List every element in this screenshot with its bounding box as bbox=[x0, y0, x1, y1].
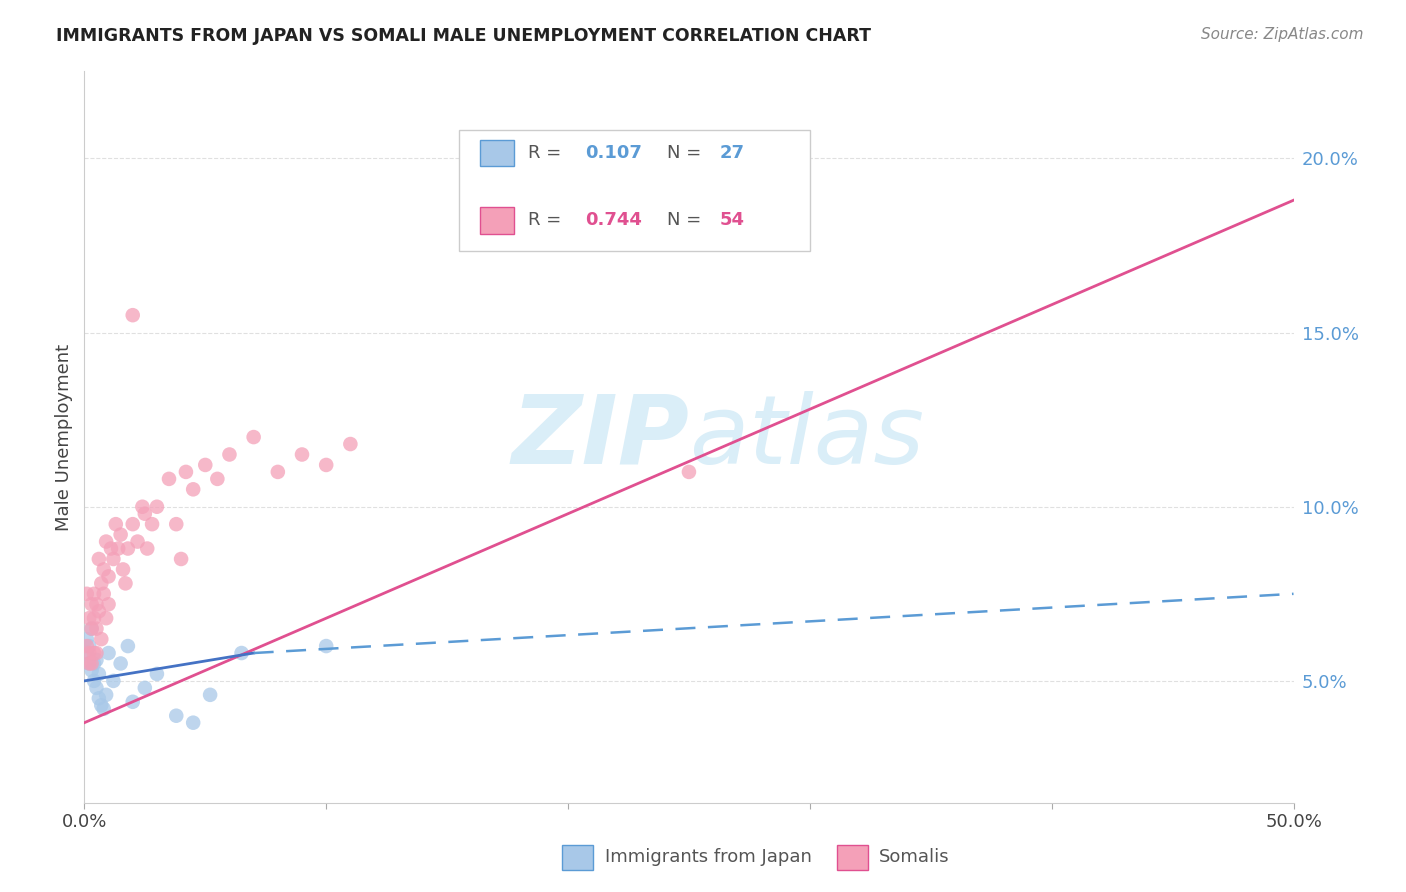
Point bbox=[77, 611, 100, 625]
Point bbox=[86, 622, 108, 636]
Point bbox=[131, 500, 153, 514]
Point bbox=[90, 632, 112, 646]
Point bbox=[112, 562, 135, 576]
Point bbox=[107, 541, 129, 556]
Point bbox=[87, 667, 110, 681]
Text: 27: 27 bbox=[720, 145, 744, 162]
Point bbox=[77, 646, 100, 660]
Point bbox=[77, 657, 100, 671]
Point bbox=[181, 483, 204, 497]
Point bbox=[86, 653, 108, 667]
Text: atlas: atlas bbox=[689, 391, 924, 483]
Point bbox=[94, 611, 117, 625]
Point bbox=[121, 695, 143, 709]
Point bbox=[80, 664, 103, 678]
Point bbox=[127, 534, 149, 549]
Point bbox=[218, 448, 240, 462]
Point bbox=[83, 673, 105, 688]
Point bbox=[80, 657, 103, 671]
Point bbox=[76, 646, 98, 660]
Point bbox=[77, 639, 100, 653]
Point bbox=[87, 691, 110, 706]
Text: Immigrants from Japan: Immigrants from Japan bbox=[605, 848, 811, 866]
Point bbox=[117, 639, 139, 653]
Point bbox=[121, 308, 143, 322]
Bar bbox=[479, 207, 513, 234]
Point bbox=[678, 465, 700, 479]
Point bbox=[87, 552, 110, 566]
Point bbox=[80, 622, 103, 636]
Point bbox=[194, 458, 217, 472]
Point bbox=[170, 552, 193, 566]
Point bbox=[97, 597, 120, 611]
Text: Source: ZipAtlas.com: Source: ZipAtlas.com bbox=[1201, 27, 1364, 42]
Point bbox=[121, 517, 143, 532]
Text: 0.744: 0.744 bbox=[585, 211, 641, 229]
Point bbox=[165, 517, 187, 532]
Point bbox=[94, 688, 117, 702]
Text: IMMIGRANTS FROM JAPAN VS SOMALI MALE UNEMPLOYMENT CORRELATION CHART: IMMIGRANTS FROM JAPAN VS SOMALI MALE UNE… bbox=[56, 27, 872, 45]
Text: Somalis: Somalis bbox=[879, 848, 949, 866]
Point bbox=[110, 527, 132, 541]
Text: ZIP: ZIP bbox=[510, 391, 689, 483]
Point bbox=[231, 646, 253, 660]
Point bbox=[90, 576, 112, 591]
Point bbox=[117, 541, 139, 556]
Bar bbox=[479, 140, 513, 167]
Point bbox=[181, 715, 204, 730]
Point bbox=[93, 702, 115, 716]
Point bbox=[339, 437, 361, 451]
Text: 0.107: 0.107 bbox=[585, 145, 641, 162]
Point bbox=[93, 587, 115, 601]
Point bbox=[174, 465, 197, 479]
Point bbox=[146, 500, 169, 514]
Point bbox=[136, 541, 159, 556]
Point bbox=[77, 657, 100, 671]
Point bbox=[242, 430, 264, 444]
Text: N =: N = bbox=[668, 145, 707, 162]
Text: N =: N = bbox=[668, 211, 707, 229]
Point bbox=[104, 517, 127, 532]
Point bbox=[315, 639, 337, 653]
Point bbox=[80, 622, 103, 636]
Point bbox=[76, 632, 98, 646]
Point bbox=[114, 576, 136, 591]
Text: R =: R = bbox=[529, 145, 567, 162]
Point bbox=[97, 646, 120, 660]
Point bbox=[76, 587, 98, 601]
Point bbox=[157, 472, 180, 486]
Point bbox=[165, 708, 187, 723]
Point bbox=[93, 562, 115, 576]
Point bbox=[198, 688, 221, 702]
Point bbox=[76, 639, 98, 653]
Point bbox=[146, 667, 169, 681]
Point bbox=[134, 507, 156, 521]
Point bbox=[83, 657, 105, 671]
Point bbox=[110, 657, 132, 671]
Point bbox=[134, 681, 156, 695]
Text: 54: 54 bbox=[720, 211, 744, 229]
Point bbox=[86, 646, 108, 660]
Point bbox=[267, 465, 290, 479]
Point bbox=[87, 604, 110, 618]
Point bbox=[83, 611, 105, 625]
Point bbox=[207, 472, 229, 486]
FancyBboxPatch shape bbox=[460, 130, 810, 251]
Point bbox=[86, 597, 108, 611]
Point bbox=[80, 597, 103, 611]
Point bbox=[83, 646, 105, 660]
Point bbox=[97, 569, 120, 583]
Point bbox=[86, 681, 108, 695]
Point bbox=[94, 534, 117, 549]
Point bbox=[103, 673, 125, 688]
Point bbox=[90, 698, 112, 713]
Point bbox=[291, 448, 314, 462]
Point bbox=[141, 517, 163, 532]
Point bbox=[315, 458, 337, 472]
Text: R =: R = bbox=[529, 211, 567, 229]
Point bbox=[103, 552, 125, 566]
Y-axis label: Male Unemployment: Male Unemployment bbox=[55, 343, 73, 531]
Point bbox=[83, 587, 105, 601]
Point bbox=[100, 541, 122, 556]
